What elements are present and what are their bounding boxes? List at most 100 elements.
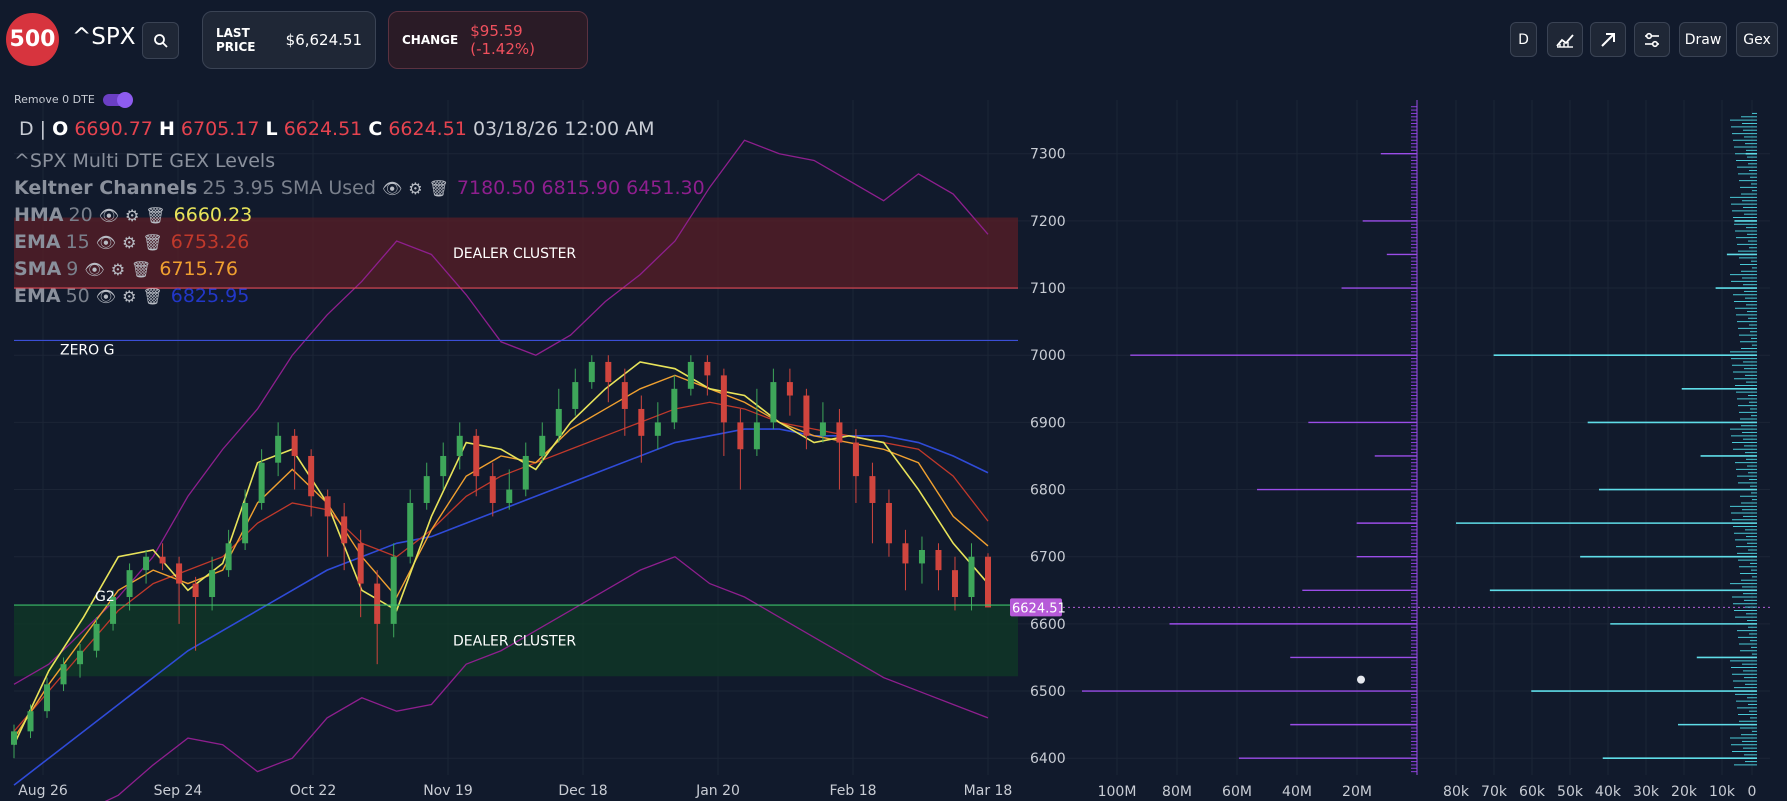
gex-title: ^SPX Multi DTE GEX Levels [14,150,275,172]
indicator-hma: HMA 20 👁 ⚙ 🗑 6660.23 [14,204,252,226]
oi-x-tick: 10k [1709,784,1736,800]
trash-icon[interactable]: 🗑 [428,178,449,198]
candle-body [985,556,991,608]
oi-x-tick: 20k [1671,784,1698,800]
interval-button[interactable]: D [1510,22,1537,57]
eye-slash-icon[interactable]: 👁 [95,286,117,306]
indicator-sma9: SMA 9 👁 ⚙ 🗑 6715.76 [14,258,238,280]
candle-body [918,550,925,564]
indicator-name: SMA [14,258,62,280]
y-tick-label: 7300 [1030,147,1066,163]
candle-body [291,435,298,456]
candle-body [654,422,661,436]
trash-icon[interactable]: 🗑 [145,205,166,225]
indicator-params: 15 [65,231,90,253]
oi-x-tick: 40k [1595,784,1622,800]
y-tick-label: 6800 [1030,483,1066,499]
volume-x-tick: 60M [1222,784,1252,800]
candle-body [473,435,480,477]
last-price-label: LAST PRICE [216,26,256,54]
indicator-name: HMA [14,204,64,226]
candle-body [951,570,958,598]
change-value: $95.59 (-1.42%) [470,22,536,58]
oi-x-tick: 50k [1557,784,1584,800]
candle-body [555,408,562,436]
search-icon [153,33,168,48]
top-bar: 500 ^SPX LAST PRICE $6,624.51 CHANGE $95… [0,0,1787,80]
change-label: CHANGE [402,33,459,47]
candle-body [60,664,67,685]
candle-body [93,623,100,651]
candle-body [836,422,843,443]
eye-icon[interactable]: 👁 [381,178,403,198]
candle-body [324,496,331,517]
indicator-values: 6715.76 [159,258,238,280]
last-price-value: $6,624.51 [285,31,362,49]
arrow-up-right-icon [1601,32,1615,47]
indicator-values: 6753.26 [170,231,250,253]
indicator-ema50: EMA 50 👁 ⚙ 🗑 6825.95 [14,285,249,307]
x-tick-label: Feb 18 [829,783,876,799]
candle-body [869,476,876,503]
trash-icon[interactable]: 🗑 [142,286,163,306]
indicator-keltner: Keltner Channels 25 3.95 SMA Used 👁 ⚙ 🗑 … [14,177,705,199]
oi-x-tick: 60k [1519,784,1546,800]
candle-body [407,502,414,557]
candle-body [176,563,183,584]
candle-body [770,382,777,423]
sliders-icon [1645,32,1659,47]
candle-body [27,711,34,732]
indicators-button[interactable] [1547,22,1583,57]
candle-body [786,382,793,396]
candle-body [935,550,942,571]
indicator-values: 6660.23 [173,204,253,226]
gear-icon[interactable]: ⚙ [122,232,137,252]
ohlc-c-label: C [368,118,383,140]
indicator-params: 25 3.95 SMA Used [202,177,376,199]
candle-body [522,455,529,490]
candle-body [885,502,892,544]
y-tick-label: 7100 [1030,281,1066,297]
app-logo[interactable]: 500 [6,13,59,66]
eye-icon[interactable]: 👁 [84,259,105,279]
ema15-line [13,401,989,732]
hma20-line [13,361,989,746]
remove-0dte-toggle[interactable] [102,91,133,108]
gear-icon[interactable]: ⚙ [122,286,137,306]
oi-x-tick: 0 [1748,784,1757,800]
ohlc-interval: D [19,118,34,140]
draw-button[interactable]: Draw [1679,22,1727,57]
level-label: ZERO G [60,342,114,358]
trash-icon[interactable]: 🗑 [142,232,163,252]
x-tick-label: Nov 19 [423,783,473,799]
settings-button[interactable] [1634,22,1670,57]
search-button[interactable] [142,22,179,59]
candle-body [539,435,546,456]
x-tick-label: Dec 18 [558,783,607,799]
gex-button[interactable]: Gex [1736,22,1778,57]
ohlc-h-label: H [158,118,175,140]
gear-icon[interactable]: ⚙ [408,178,423,198]
y-tick-label: 6600 [1030,617,1066,633]
candle-body [621,382,628,409]
y-tick-label: 6400 [1030,751,1066,767]
change-card: CHANGE $95.59 (-1.42%) [388,11,588,69]
ohlc-l-label: L [265,118,278,140]
gear-icon[interactable]: ⚙ [110,259,126,279]
eye-icon[interactable]: 👁 [98,205,120,225]
candle-body [687,361,694,389]
candle-body [77,650,84,665]
oi-x-tick: 30k [1633,784,1660,800]
last-price-tag-text: 6624.51 [1012,601,1066,616]
candle-body [110,597,117,624]
candle-body [341,516,348,544]
trash-icon[interactable]: 🗑 [131,259,152,279]
candle-body [588,361,595,383]
eye-icon[interactable]: 👁 [95,232,117,252]
gear-icon[interactable]: ⚙ [125,205,140,225]
trendline-button[interactable] [1590,22,1626,57]
candle-body [440,455,447,477]
chart-line-icon [1556,33,1574,48]
zone-label: DEALER CLUSTER [453,634,576,650]
